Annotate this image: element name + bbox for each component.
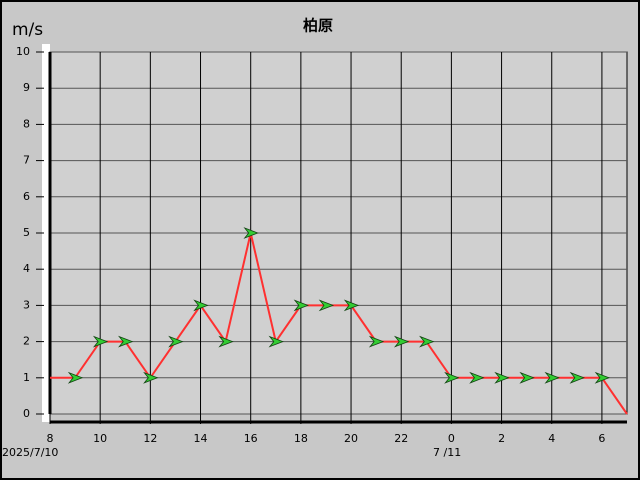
marker: [92, 335, 109, 348]
y-tick-label: 9: [23, 81, 30, 94]
y-unit: m/s: [12, 20, 43, 40]
marker: [293, 299, 309, 312]
marker: [118, 335, 134, 348]
marker: [243, 227, 259, 239]
marker: [569, 371, 585, 384]
y-tick-label: 4: [23, 262, 30, 275]
date-label: 7 /11: [433, 446, 461, 459]
marker: [393, 335, 410, 348]
x-tick-label: 18: [294, 432, 308, 445]
x-tick-label: 22: [394, 432, 408, 445]
date-label: 2025/7/10: [2, 446, 58, 459]
y-tick-label: 1: [23, 371, 30, 384]
marker: [594, 371, 611, 384]
marker: [444, 371, 460, 384]
marker: [318, 299, 335, 312]
plot-shadow: [42, 44, 50, 422]
x-tick-label: 2: [498, 432, 505, 445]
marker: [544, 371, 560, 384]
y-tick-label: 2: [23, 335, 30, 348]
marker: [268, 335, 284, 348]
x-tick-label: 16: [244, 432, 258, 445]
x-tick-label: 14: [194, 432, 208, 445]
marker: [494, 371, 510, 384]
x-tick-label: 6: [598, 432, 605, 445]
marker: [168, 335, 184, 348]
marker: [368, 335, 385, 348]
x-tick-label: 0: [448, 432, 455, 445]
marker: [343, 299, 360, 312]
y-tick-label: 5: [23, 226, 30, 239]
x-tick-label: 20: [344, 432, 358, 445]
marker: [419, 335, 435, 348]
x-tick-label: 4: [548, 432, 555, 445]
y-tick-label: 7: [23, 154, 30, 167]
x-tick-label: 10: [93, 432, 107, 445]
y-tick-label: 8: [23, 117, 30, 130]
y-tick-label: 10: [16, 45, 30, 58]
y-tick-label: 3: [23, 298, 30, 311]
marker: [193, 299, 209, 312]
y-tick-label: 0: [23, 407, 30, 420]
y-tick-label: 6: [23, 190, 30, 203]
marker: [469, 371, 485, 384]
chart-title: 柏原: [303, 17, 333, 35]
x-tick-label: 12: [143, 432, 157, 445]
marker: [143, 371, 159, 384]
x-tick-label: 8: [47, 432, 54, 445]
marker: [218, 335, 234, 348]
marker: [519, 371, 535, 384]
marker: [67, 371, 84, 384]
